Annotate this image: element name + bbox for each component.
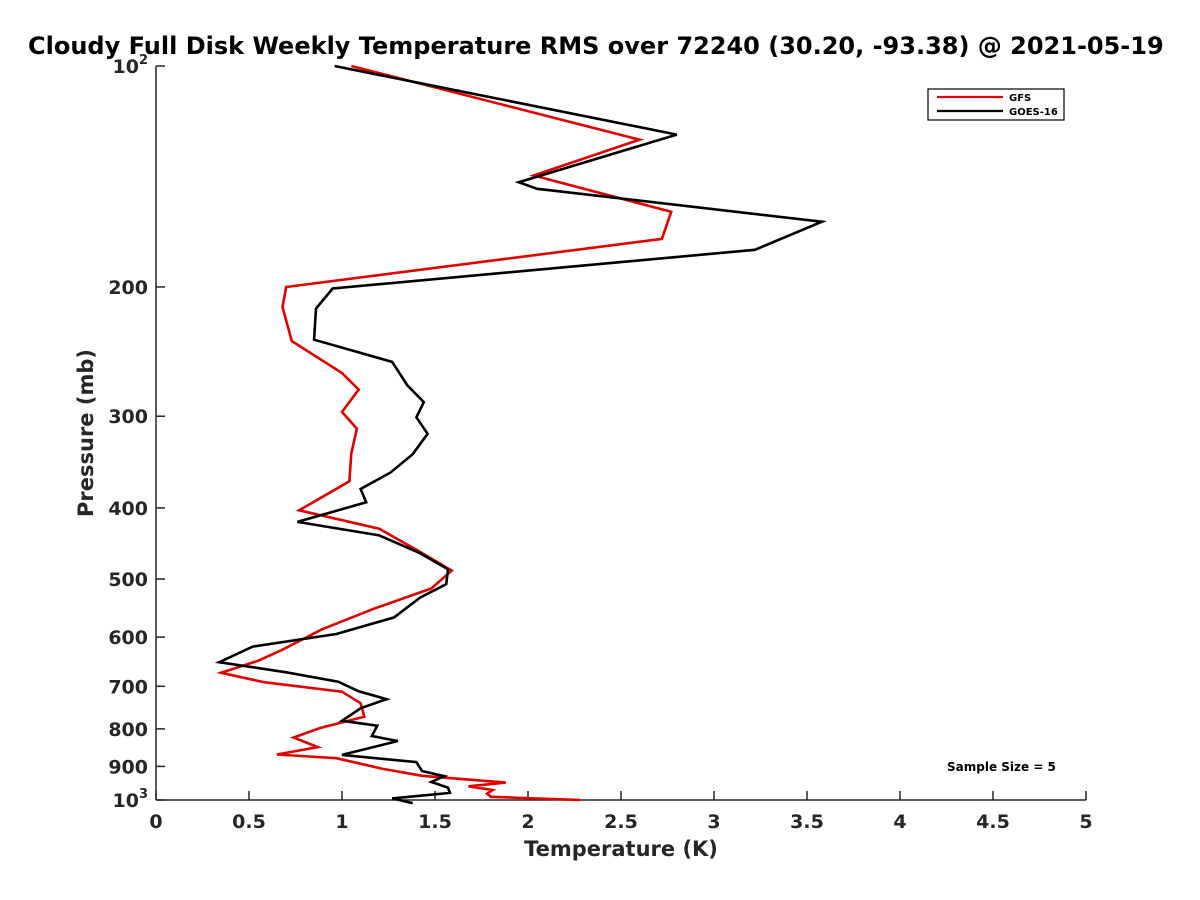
y-tick-label: 400 [108, 498, 148, 520]
y-tick-label: 600 [108, 627, 148, 649]
x-tick-label: 1.5 [418, 811, 452, 833]
x-tick-label: 4 [893, 811, 906, 833]
chart-title: Cloudy Full Disk Weekly Temperature RMS … [28, 32, 1164, 60]
x-tick-label: 2 [521, 811, 534, 833]
y-axis-label: Pressure (mb) [74, 349, 98, 517]
y-tick-label: 800 [108, 719, 148, 741]
y-tick-label: 200 [108, 277, 148, 299]
x-tick-label: 0 [149, 811, 162, 833]
legend-label-gfs: GFS [1009, 93, 1031, 104]
y-tick-label: 103 [113, 787, 149, 812]
y-tick-label: 300 [108, 406, 148, 428]
plot-area: 0 0.5 1 1.5 2 2.5 3 3.5 4 4.5 5 102 200 300 400 500 600… [108, 53, 1092, 833]
x-tick-label: 5 [1079, 811, 1092, 833]
x-tick-label: 1 [335, 811, 348, 833]
legend-label-goes-16: GOES-16 [1009, 107, 1058, 118]
y-tick-label: 700 [108, 676, 148, 698]
x-tick-label: 2.5 [604, 811, 638, 833]
series-lines [214, 64, 827, 805]
y-tick-label: 102 [113, 53, 149, 78]
series-line-gfs [216, 64, 673, 802]
y-tick-label: 900 [108, 756, 148, 778]
x-tick-label: 3 [707, 811, 720, 833]
y-tick-label: 500 [108, 569, 148, 591]
series-line-goes-16 [214, 64, 827, 805]
x-tick-label: 4.5 [976, 811, 1010, 833]
sample-size-annotation: Sample Size = 5 [947, 760, 1056, 774]
legend: GFS GOES-16 [927, 88, 1065, 121]
x-ticks: 0 0.5 1 1.5 2 2.5 3 3.5 4 4.5 5 [149, 791, 1093, 833]
x-axis-label: Temperature (K) [524, 837, 718, 861]
x-tick-label: 3.5 [790, 811, 824, 833]
x-tick-label: 0.5 [232, 811, 266, 833]
legend-box [927, 88, 1065, 121]
y-ticks: 102 200 300 400 500 600 700 800 900 103 [108, 53, 165, 812]
